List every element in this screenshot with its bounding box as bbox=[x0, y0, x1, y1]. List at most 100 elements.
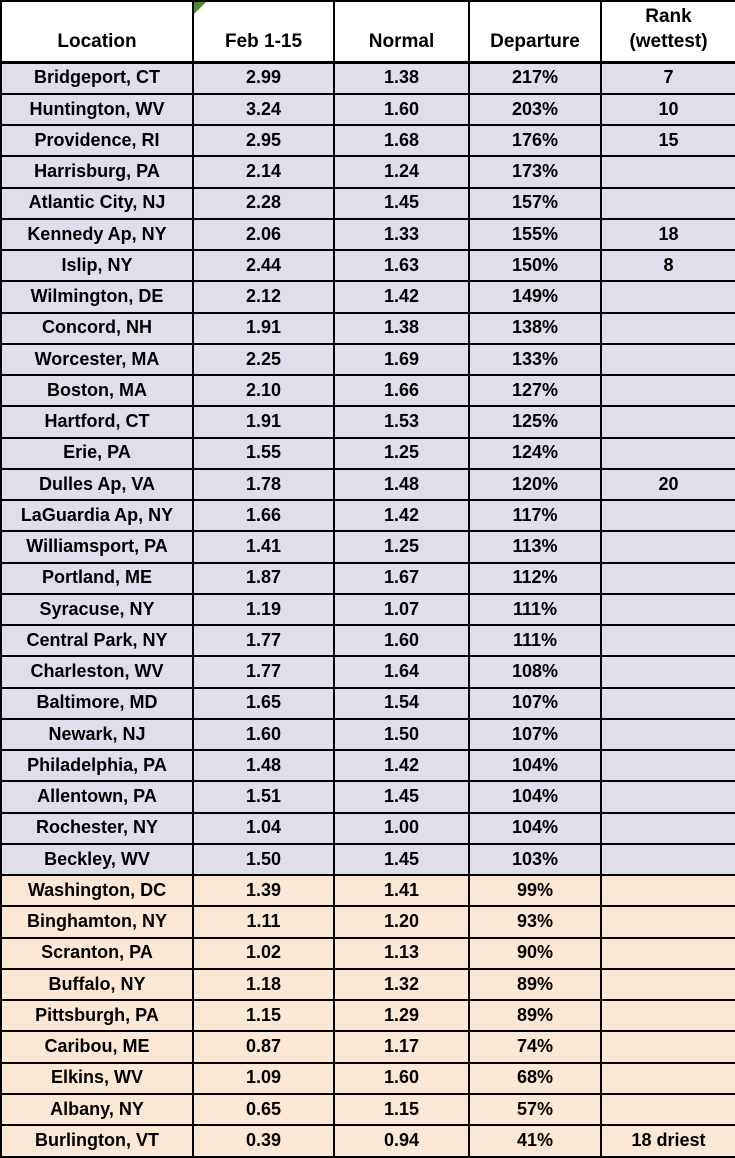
cell-location: Portland, ME bbox=[0, 561, 194, 595]
cell-rank bbox=[600, 311, 735, 345]
cell-normal: 1.15 bbox=[333, 1092, 470, 1127]
cell-departure: 149% bbox=[468, 280, 602, 314]
cell-location: Rochester, NY bbox=[0, 811, 194, 845]
cell-location: Pittsburgh, PA bbox=[0, 999, 194, 1033]
cell-location: Allentown, PA bbox=[0, 780, 194, 814]
cell-normal: 1.33 bbox=[333, 217, 470, 252]
cell-location: Philadelphia, PA bbox=[0, 749, 194, 783]
column-header-rank-wettest: Rank (wettest) bbox=[600, 0, 735, 64]
cell-normal: 1.42 bbox=[333, 749, 470, 783]
cell-feb-1-15: 1.91 bbox=[192, 405, 335, 439]
cell-feb-1-15: 1.91 bbox=[192, 311, 335, 345]
cell-location: Albany, NY bbox=[0, 1092, 194, 1127]
table-row: Portland, ME 1.87 1.67 112% bbox=[0, 561, 735, 595]
table-row: Worcester, MA 2.25 1.69 133% bbox=[0, 342, 735, 377]
cell-normal: 1.29 bbox=[333, 999, 470, 1033]
cell-normal: 1.17 bbox=[333, 1030, 470, 1064]
cell-location: Binghamton, NY bbox=[0, 905, 194, 939]
cell-departure: 112% bbox=[468, 561, 602, 595]
cell-rank bbox=[600, 936, 735, 970]
cell-feb-1-15: 0.39 bbox=[192, 1124, 335, 1158]
cell-departure: 89% bbox=[468, 999, 602, 1033]
cell-normal: 1.48 bbox=[333, 467, 470, 502]
cell-rank: 18 bbox=[600, 217, 735, 252]
cell-location: Williamsport, PA bbox=[0, 530, 194, 564]
cell-rank bbox=[600, 499, 735, 533]
cell-departure: 104% bbox=[468, 811, 602, 845]
cell-normal: 1.66 bbox=[333, 374, 470, 408]
cell-departure: 107% bbox=[468, 686, 602, 720]
cell-location: Concord, NH bbox=[0, 311, 194, 345]
cell-feb-1-15: 2.25 bbox=[192, 342, 335, 377]
cell-location: Harrisburg, PA bbox=[0, 155, 194, 189]
cell-departure: 74% bbox=[468, 1030, 602, 1064]
cell-normal: 0.94 bbox=[333, 1124, 470, 1158]
cell-normal: 1.38 bbox=[333, 61, 470, 95]
cell-feb-1-15: 2.44 bbox=[192, 249, 335, 283]
cell-feb-1-15: 1.48 bbox=[192, 749, 335, 783]
table-row: Hartford, CT 1.91 1.53 125% bbox=[0, 405, 735, 439]
cell-normal: 1.41 bbox=[333, 874, 470, 908]
table-row: Providence, RI 2.95 1.68 176% 15 bbox=[0, 124, 735, 158]
cell-normal: 1.42 bbox=[333, 280, 470, 314]
cell-location: Beckley, WV bbox=[0, 842, 194, 877]
table-row: Rochester, NY 1.04 1.00 104% bbox=[0, 811, 735, 845]
cell-departure: 155% bbox=[468, 217, 602, 252]
cell-rank bbox=[600, 905, 735, 939]
table-row: Washington, DC 1.39 1.41 99% bbox=[0, 874, 735, 908]
cell-rank bbox=[600, 155, 735, 189]
cell-departure: 99% bbox=[468, 874, 602, 908]
cell-rank bbox=[600, 1092, 735, 1127]
cell-departure: 108% bbox=[468, 655, 602, 689]
table-row: Huntington, WV 3.24 1.60 203% 10 bbox=[0, 92, 735, 127]
cell-location: Kennedy Ap, NY bbox=[0, 217, 194, 252]
cell-feb-1-15: 1.04 bbox=[192, 811, 335, 845]
cell-normal: 1.45 bbox=[333, 842, 470, 877]
cell-rank: 20 bbox=[600, 467, 735, 502]
cell-departure: 93% bbox=[468, 905, 602, 939]
cell-rank: 10 bbox=[600, 92, 735, 127]
cell-feb-1-15: 2.12 bbox=[192, 280, 335, 314]
cell-departure: 103% bbox=[468, 842, 602, 877]
table-row: Islip, NY 2.44 1.63 150% 8 bbox=[0, 249, 735, 283]
cell-feb-1-15: 1.50 bbox=[192, 842, 335, 877]
cell-departure: 203% bbox=[468, 92, 602, 127]
cell-feb-1-15: 1.65 bbox=[192, 686, 335, 720]
cell-feb-1-15: 3.24 bbox=[192, 92, 335, 127]
cell-location: Worcester, MA bbox=[0, 342, 194, 377]
table-row: Wilmington, DE 2.12 1.42 149% bbox=[0, 280, 735, 314]
table-row: Binghamton, NY 1.11 1.20 93% bbox=[0, 905, 735, 939]
cell-departure: 217% bbox=[468, 61, 602, 95]
cell-feb-1-15: 1.55 bbox=[192, 436, 335, 470]
cell-departure: 127% bbox=[468, 374, 602, 408]
cell-rank bbox=[600, 592, 735, 627]
cell-feb-1-15: 2.99 bbox=[192, 61, 335, 95]
cell-normal: 1.00 bbox=[333, 811, 470, 845]
cell-rank: 8 bbox=[600, 249, 735, 283]
table-row: Pittsburgh, PA 1.15 1.29 89% bbox=[0, 999, 735, 1033]
cell-rank bbox=[600, 405, 735, 439]
table-row: Atlantic City, NJ 2.28 1.45 157% bbox=[0, 186, 735, 220]
cell-normal: 1.45 bbox=[333, 780, 470, 814]
cell-departure: 104% bbox=[468, 749, 602, 783]
cell-rank bbox=[600, 717, 735, 752]
cell-feb-1-15: 1.77 bbox=[192, 624, 335, 658]
cell-departure: 68% bbox=[468, 1061, 602, 1095]
cell-feb-1-15: 1.18 bbox=[192, 967, 335, 1002]
table-row: Central Park, NY 1.77 1.60 111% bbox=[0, 624, 735, 658]
cell-location: Central Park, NY bbox=[0, 624, 194, 658]
cell-normal: 1.68 bbox=[333, 124, 470, 158]
cell-feb-1-15: 1.15 bbox=[192, 999, 335, 1033]
cell-normal: 1.07 bbox=[333, 592, 470, 627]
cell-normal: 1.38 bbox=[333, 311, 470, 345]
cell-feb-1-15: 1.60 bbox=[192, 717, 335, 752]
cell-rank: 18 driest bbox=[600, 1124, 735, 1158]
table-row: Charleston, WV 1.77 1.64 108% bbox=[0, 655, 735, 689]
cell-location: Hartford, CT bbox=[0, 405, 194, 439]
table-row: Concord, NH 1.91 1.38 138% bbox=[0, 311, 735, 345]
table-row: Elkins, WV 1.09 1.60 68% bbox=[0, 1061, 735, 1095]
table-row: Kennedy Ap, NY 2.06 1.33 155% 18 bbox=[0, 217, 735, 252]
table-row: Philadelphia, PA 1.48 1.42 104% bbox=[0, 749, 735, 783]
column-header-departure: Departure bbox=[468, 0, 602, 64]
